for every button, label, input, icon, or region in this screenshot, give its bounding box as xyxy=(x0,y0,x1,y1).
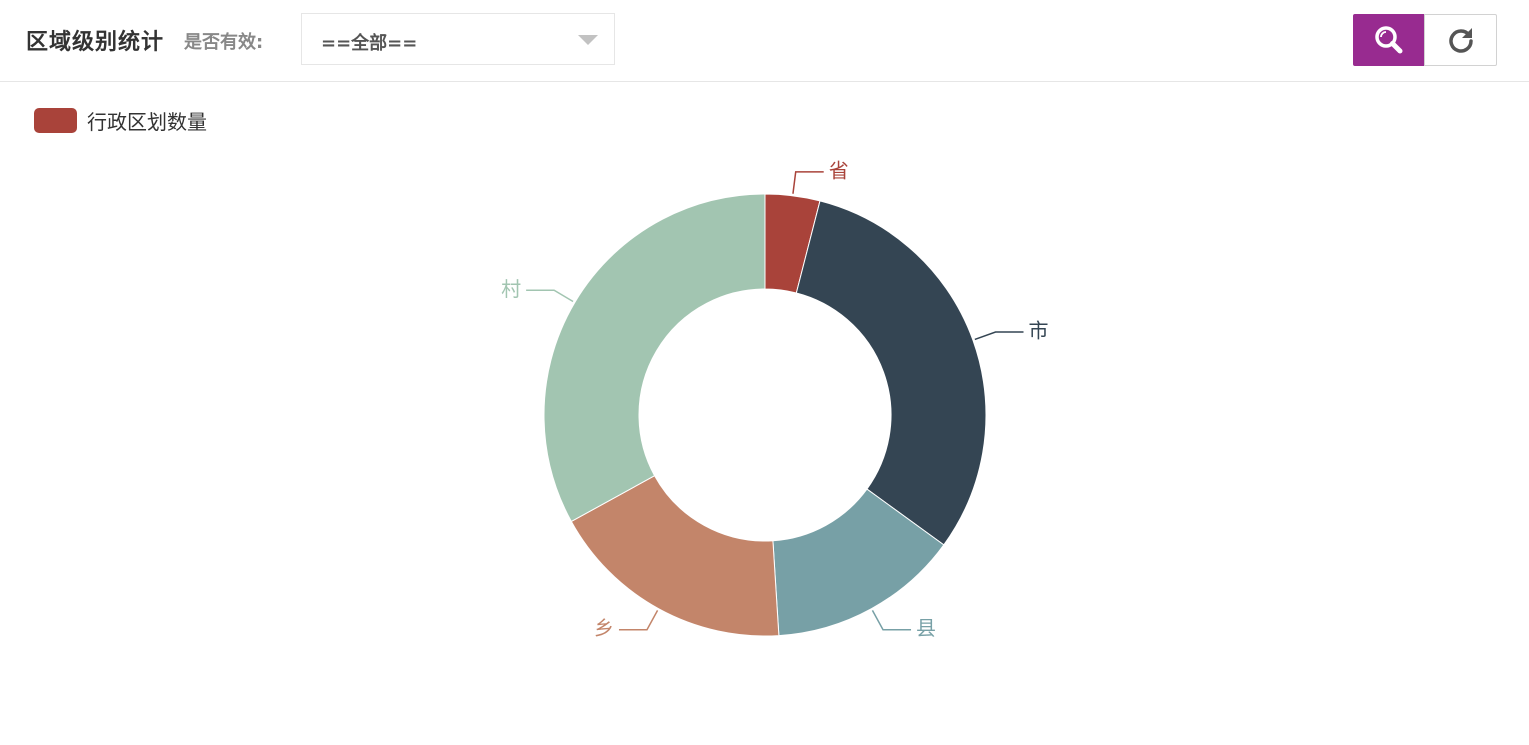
refresh-button[interactable] xyxy=(1424,14,1497,66)
slice-2[interactable] xyxy=(795,200,987,546)
filter-label: 是否有效: xyxy=(184,32,264,53)
legend-swatch xyxy=(34,108,77,133)
slice-label-4: 乡 xyxy=(594,616,614,640)
slice-label-2: 市 xyxy=(1029,319,1049,343)
slice-label-3: 县 xyxy=(916,616,936,640)
toolbar: 区域级别统计 是否有效: ==全部== xyxy=(0,0,1529,82)
slice-label-1: 省 xyxy=(829,158,849,182)
refresh-icon xyxy=(1448,28,1473,53)
legend-label: 行政区划数量 xyxy=(87,110,207,134)
select-value: ==全部== xyxy=(321,33,418,54)
search-icon xyxy=(1375,26,1403,54)
label-line-4 xyxy=(618,610,659,631)
page-title: 区域级别统计 xyxy=(26,30,165,55)
validity-select[interactable]: ==全部== xyxy=(301,13,615,65)
search-button[interactable] xyxy=(1353,14,1425,66)
label-line-2 xyxy=(974,331,1024,341)
slice-label-5: 村 xyxy=(501,277,521,301)
slice-4[interactable] xyxy=(570,475,780,637)
label-line-3 xyxy=(871,610,912,631)
chevron-down-icon xyxy=(578,35,598,45)
label-line-1 xyxy=(792,171,824,194)
label-line-5 xyxy=(526,289,574,303)
donut-chart: 省市县 乡 村 xyxy=(501,158,1049,640)
slice-5[interactable] xyxy=(543,193,766,523)
